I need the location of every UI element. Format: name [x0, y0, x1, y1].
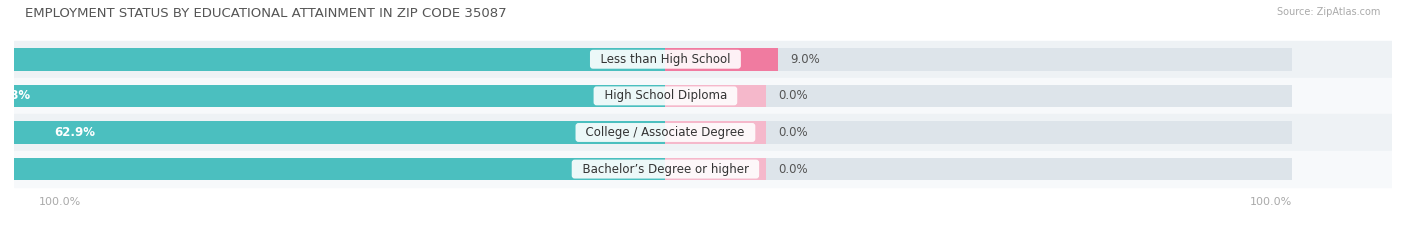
Text: EMPLOYMENT STATUS BY EDUCATIONAL ATTAINMENT IN ZIP CODE 35087: EMPLOYMENT STATUS BY EDUCATIONAL ATTAINM… [25, 7, 508, 20]
Text: High School Diploma: High School Diploma [596, 89, 734, 102]
Text: 0.0%: 0.0% [778, 89, 808, 102]
Bar [14, 41, 1392, 78]
Text: Less than High School: Less than High School [593, 53, 738, 66]
Text: 0.0%: 0.0% [778, 126, 808, 139]
Bar [39, 85, 1292, 107]
Text: 100.0%: 100.0% [1250, 197, 1292, 206]
Text: College / Associate Degree: College / Associate Degree [578, 126, 752, 139]
Bar [665, 121, 766, 144]
Text: 0.0%: 0.0% [778, 163, 808, 176]
Bar [39, 48, 1292, 71]
Text: Source: ZipAtlas.com: Source: ZipAtlas.com [1277, 7, 1381, 17]
Bar [0, 48, 665, 71]
Bar [0, 85, 665, 107]
Bar [39, 158, 1292, 180]
Text: 69.8%: 69.8% [0, 89, 31, 102]
Text: Bachelor’s Degree or higher: Bachelor’s Degree or higher [575, 163, 756, 176]
Bar [665, 48, 778, 71]
Text: 100.0%: 100.0% [39, 197, 82, 206]
Bar [665, 158, 766, 180]
Text: 9.0%: 9.0% [790, 53, 821, 66]
Bar [14, 114, 1392, 151]
Bar [14, 151, 1392, 187]
Bar [0, 158, 665, 180]
Bar [39, 121, 1292, 144]
Text: 62.9%: 62.9% [53, 126, 96, 139]
Bar [665, 85, 766, 107]
Bar [0, 121, 665, 144]
Bar [14, 78, 1392, 114]
